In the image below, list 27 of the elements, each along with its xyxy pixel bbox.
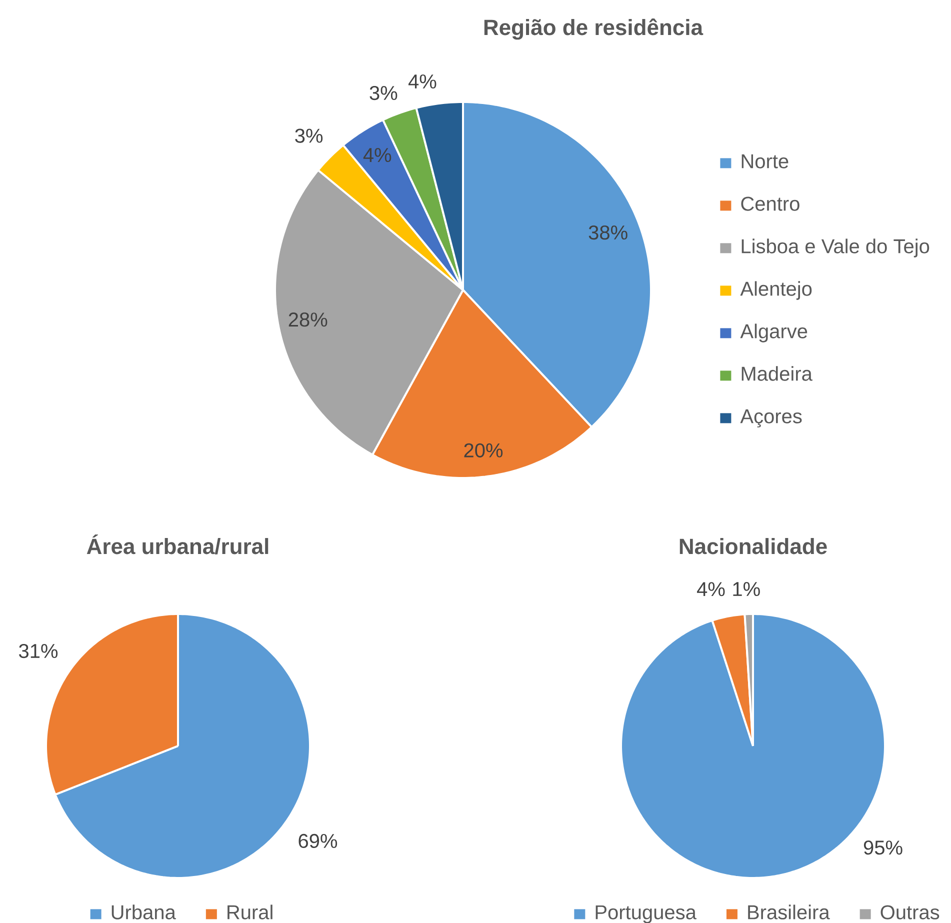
data-label: 4% xyxy=(363,148,392,162)
chart-title: Nacionalidade xyxy=(680,538,827,554)
legend-label: Madeira xyxy=(742,366,812,381)
legend-label: Urbana xyxy=(112,904,176,920)
data-label: 3% xyxy=(295,128,323,143)
data-label: 4% xyxy=(696,582,725,596)
chart-title: Região de residência xyxy=(484,18,704,40)
legend-label: Brasileira xyxy=(748,904,830,920)
legend-label: Açores xyxy=(740,409,802,428)
legend-label: Portuguesa xyxy=(596,905,696,923)
legend-label: Alentejo xyxy=(740,281,812,300)
data-label: 69% xyxy=(298,834,338,848)
legend-label: Norte xyxy=(742,154,788,168)
data-label: 28% xyxy=(288,312,328,327)
data-label: 95% xyxy=(864,840,902,855)
legend-label: Lisboa e Vale do Tejo xyxy=(742,238,930,258)
data-label: 31% xyxy=(19,644,58,658)
chart-title: Área urbana/rural xyxy=(86,534,268,554)
data-label: 1% xyxy=(733,582,760,596)
data-label: 20% xyxy=(464,443,503,458)
legend-label: Algarve xyxy=(740,324,808,342)
data-label: 38% xyxy=(588,225,628,240)
legend-label: Outras xyxy=(880,905,940,920)
legend-label: Rural xyxy=(228,904,272,920)
data-label: 4% xyxy=(408,74,436,88)
legend-label: Centro xyxy=(741,196,800,211)
data-label: 3% xyxy=(370,86,398,100)
